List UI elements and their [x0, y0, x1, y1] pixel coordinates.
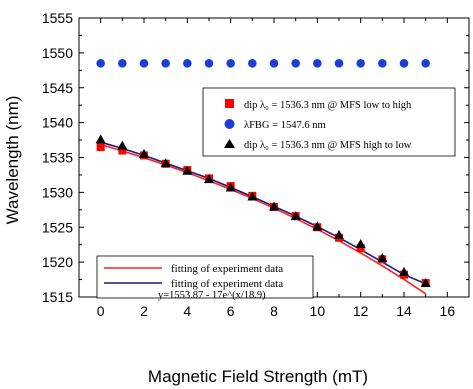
circle-point: [183, 59, 192, 68]
x-tick-label: 14: [396, 303, 412, 319]
x-tick-label: 12: [353, 303, 369, 319]
legend-top: dip λ₀ = 1536.3 nm @ MFS low to high λFB…: [202, 87, 456, 157]
triangle-point: [225, 182, 236, 192]
triangle-point: [312, 221, 323, 231]
circle-point: [378, 59, 387, 68]
square-point: [96, 143, 105, 152]
circle-point: [139, 59, 149, 68]
x-tick-label: 16: [440, 303, 456, 319]
y-tick-label: 1535: [42, 150, 73, 166]
x-tick-label: 0: [97, 303, 105, 319]
square-point: [118, 146, 127, 155]
fit-equation: y=1553.87 - 17e^(x/18.9): [158, 290, 266, 301]
y-tick-label: 1540: [42, 115, 73, 131]
y-tick-label: 1555: [42, 10, 73, 26]
circle-point: [204, 59, 214, 68]
triangle-point: [334, 229, 344, 239]
circle-point: [313, 59, 322, 68]
circle-point: [248, 59, 257, 68]
triangle-point: [204, 174, 214, 184]
x-tick-label: 6: [227, 303, 235, 319]
triangle-point: [160, 158, 171, 168]
legend-entry-high-to-low-text: dip λ₀ = 1536.3 nm @ MFS high to low: [244, 140, 412, 151]
circle-point: [399, 59, 409, 68]
y-tick-label: 1520: [42, 254, 73, 270]
triangle-point: [420, 278, 431, 288]
legend-bottom-frame: [96, 255, 314, 299]
triangle-point: [290, 211, 301, 221]
triangle-point: [355, 238, 366, 248]
circle-point: [356, 59, 365, 68]
y-tick-label: 1515: [42, 289, 73, 305]
circle-point: [334, 59, 344, 68]
x-tick-label: 4: [183, 303, 191, 319]
circle-point: [291, 59, 300, 68]
fit-curve-red: [100, 143, 427, 295]
triangle-point: [182, 165, 193, 175]
legend-top-frame: [202, 87, 456, 157]
triangle-point: [399, 266, 409, 276]
legend-circle-marker: [224, 119, 235, 129]
y-tick-label: 1530: [42, 184, 73, 200]
legend-entry-low-to-high-text: dip λ₀ = 1536.3 nm @ MFS low to high: [244, 100, 412, 111]
y-tick-label: 1545: [42, 80, 73, 96]
triangle-point: [247, 191, 258, 201]
circle-point: [226, 59, 235, 68]
y-tick-label: 1550: [42, 45, 73, 61]
triangle-point: [377, 252, 388, 262]
triangle-point: [269, 201, 279, 211]
triangle-point: [139, 149, 149, 159]
circle-point: [161, 59, 170, 68]
legend-entry-blue-fit: fitting of experiment data: [171, 278, 283, 290]
x-tick-label: 8: [270, 303, 278, 319]
circle-point: [96, 59, 105, 68]
x-axis-label: Magnetic Field Strength (mT): [148, 367, 368, 386]
x-tick-label: 2: [140, 303, 148, 319]
y-axis-label: Wavelength (nm): [3, 96, 22, 225]
legend-entry-fbg-text: λFBG = 1547.6 nm: [244, 120, 326, 131]
legend-bottom: fitting of experiment data fitting of ex…: [96, 255, 314, 301]
legend-entry-low-to-high: dip λ₀ = 1536.3 nm @ MFS low to high: [244, 100, 412, 111]
square-point: [356, 244, 365, 253]
triangle-point: [95, 134, 106, 144]
fit-curve-blue: [100, 141, 427, 285]
plot-area: 0 2 4 6 8 10 12 14 16 1515 1520 1525 1530 1535 1540 154…: [42, 10, 470, 319]
circle-point: [118, 59, 127, 68]
legend-entry-high-to-low: dip λ₀ = 1536.3 nm @ MFS high to low: [244, 140, 412, 151]
legend-entry-fbg: λFBG = 1547.6 nm: [244, 120, 326, 131]
circle-point: [269, 59, 279, 68]
x-tick-label: 10: [310, 303, 326, 319]
legend-entry-red-fit: fitting of experiment data: [171, 263, 283, 275]
y-tick-label: 1525: [42, 219, 73, 235]
legend-triangle-marker: [224, 139, 235, 148]
legend-square-marker: [225, 99, 234, 108]
circle-point: [421, 59, 430, 68]
triangle-point: [117, 140, 128, 150]
